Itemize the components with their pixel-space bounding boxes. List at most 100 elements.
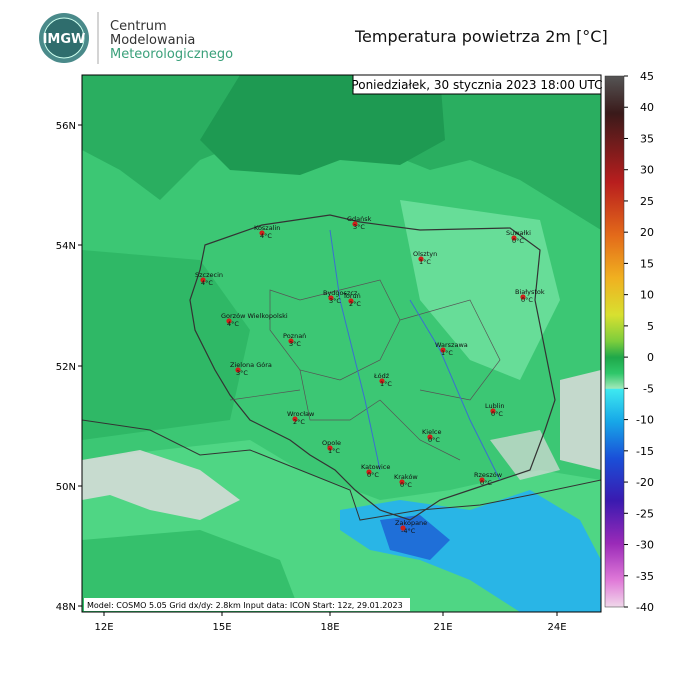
colorbar-ticks: 45 40 35 30 25 20 15 10 5 0 -5 -10 -15 -20 -25 -30 -35 -4…: [624, 70, 654, 614]
city-dot: [259, 230, 265, 236]
city-dot: [400, 525, 406, 531]
city-temp: 3°C: [353, 223, 365, 231]
city-temp: 3°C: [329, 297, 341, 305]
footer-box: [84, 598, 410, 611]
city-name: Rzeszów: [474, 471, 503, 479]
colorbar-label: 30: [640, 164, 654, 177]
city-name: Toruń: [342, 292, 361, 300]
colorbar-label: -5: [643, 382, 654, 395]
title: Temperatura powietrza 2m [°C]: [354, 27, 608, 46]
lon-label: 24E: [547, 622, 566, 633]
city-temp: 1°C: [328, 447, 340, 455]
colorbar-label: 10: [640, 289, 654, 302]
lat-label: 54N: [56, 241, 76, 252]
city-name: Gorzów Wielkopolski: [221, 312, 288, 320]
city-temp: 2°C: [293, 418, 305, 426]
city-name: Białystok: [515, 288, 545, 296]
city-name: Łódź: [373, 372, 390, 380]
colorbar-label: 25: [640, 195, 654, 208]
colorbar-label: -30: [636, 539, 654, 552]
city-dot: [200, 277, 206, 283]
lon-label: 18E: [320, 622, 339, 633]
city-temp: 0°C: [521, 296, 533, 304]
map: [82, 75, 601, 612]
city-name: Zielona Góra: [230, 361, 272, 369]
lat-label: 50N: [56, 482, 76, 493]
city-name: Warszawa: [435, 341, 468, 349]
org-line: Centrum: [110, 19, 167, 34]
city-temp: 2°C: [349, 300, 361, 308]
datetime: Poniedziałek, 30 stycznia 2023 18:00 UTC: [351, 78, 602, 92]
city-dot: [490, 408, 496, 414]
city-temp: -4°C: [401, 527, 416, 535]
map-frame: [81, 74, 602, 613]
city-temp: 4°C: [227, 320, 239, 328]
city-name: Wrocław: [287, 410, 315, 418]
colorbar-label: 20: [640, 226, 654, 239]
city-dot: [348, 298, 354, 304]
city-name: Opole: [322, 439, 341, 447]
city-name: Poznań: [283, 332, 306, 340]
axes: 56N 54N 52N 50N 48N 12E 15E 18E 21E 24E: [56, 121, 567, 633]
city-dot: [520, 294, 526, 300]
city-name: Kraków: [394, 473, 418, 481]
city-dot: [479, 477, 485, 483]
city-temp: 0°C: [428, 436, 440, 444]
city-dot: [418, 256, 424, 262]
city-temp: 3°C: [289, 340, 301, 348]
city-dot: [427, 434, 433, 440]
lon-label: 21E: [433, 622, 452, 633]
city-dot: [366, 469, 372, 475]
lon-label: 15E: [212, 622, 231, 633]
colorbar-label: 0: [647, 351, 654, 364]
logo-text: IMGW: [43, 32, 86, 47]
cities: Koszalin4°CGdańsk3°CSuwałki0°COlsztyn1°C…: [195, 215, 545, 535]
colorbar-label: -15: [636, 445, 654, 458]
colorbar-label: 35: [640, 132, 654, 145]
city-temp: 1°C: [441, 349, 453, 357]
colorbar-label: -25: [636, 507, 654, 520]
colorbar-label: -40: [636, 601, 654, 614]
city-name: Bydgoszcz: [323, 289, 358, 297]
city-dot: [235, 367, 241, 373]
city-dot: [288, 338, 294, 344]
city-temp: 0°C: [491, 410, 503, 418]
city-dot: [440, 347, 446, 353]
colorbar-label: -35: [636, 570, 654, 583]
city-name: Szczecin: [195, 271, 223, 279]
city-name: Gdańsk: [347, 215, 372, 223]
city-name: Kielce: [422, 428, 441, 436]
city-temp: 1°C: [380, 380, 392, 388]
city-name: Katowice: [361, 463, 390, 471]
city-dot: [328, 295, 334, 301]
colorbar-label: 5: [647, 320, 654, 333]
city-name: Suwałki: [506, 229, 531, 237]
city-dot: [327, 445, 333, 451]
colorbar-label: -10: [636, 414, 654, 427]
lat-label: 48N: [56, 602, 76, 613]
datetime-box: [352, 74, 602, 95]
city-temp: 0°C: [400, 481, 412, 489]
footer: Model: COSMO 5.05 Grid dx/dy: 2.8km Inpu…: [87, 601, 403, 610]
org-line: Modelowania: [110, 33, 195, 48]
city-name: Zakopane: [395, 519, 427, 527]
lon-label: 12E: [94, 622, 113, 633]
city-temp: 1°C: [419, 258, 431, 266]
colorbar-label: 40: [640, 101, 654, 114]
org-line: Meteorologicznego: [110, 47, 233, 62]
city-dot: [379, 378, 385, 384]
city-temp: 4°C: [201, 279, 213, 287]
city-dot: [292, 416, 298, 422]
city-dot: [511, 235, 517, 241]
city-temp: 4°C: [260, 232, 272, 240]
city-dot: [399, 479, 405, 485]
colorbar: [604, 75, 625, 608]
colorbar-label: 15: [640, 257, 654, 270]
lat-label: 56N: [56, 121, 76, 132]
logo: IMGW Centrum Modelowania Meteorologiczne…: [39, 12, 233, 64]
city-dot: [352, 221, 358, 227]
city-name: Lublin: [485, 402, 504, 410]
colorbar-label: -20: [636, 476, 654, 489]
lat-label: 52N: [56, 362, 76, 373]
